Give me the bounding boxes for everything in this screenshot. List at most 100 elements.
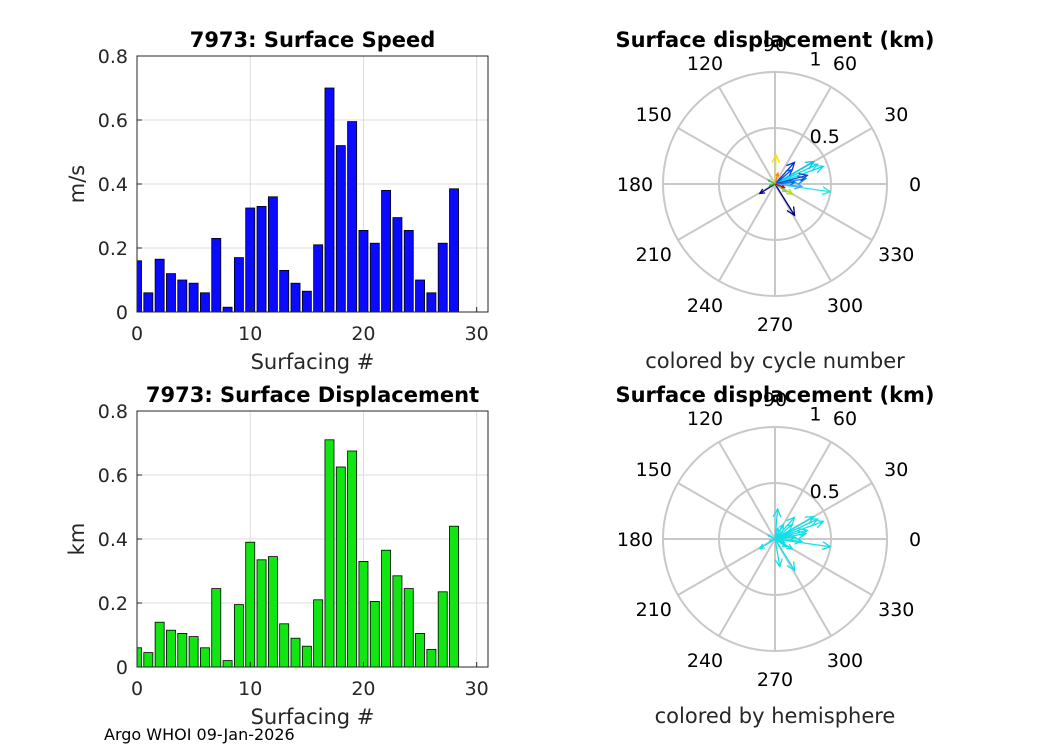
bar <box>279 269 290 313</box>
displacement-arrow <box>774 161 815 185</box>
bar <box>403 229 414 313</box>
arrow-head <box>794 536 804 545</box>
radial-label: 0.5 <box>810 126 840 148</box>
x-tick-label: 20 <box>351 323 375 345</box>
arrow-head <box>781 542 788 548</box>
arrow-head <box>781 539 786 544</box>
arrow-head <box>821 541 832 551</box>
displacement-arrow <box>774 173 779 185</box>
x-tick-label: 10 <box>238 323 262 345</box>
bar <box>143 652 154 668</box>
angle-label: 210 <box>636 599 672 621</box>
arrow-head <box>794 181 804 190</box>
arrow-head <box>778 523 785 530</box>
bar <box>301 290 312 313</box>
arrow-head <box>766 179 771 183</box>
displacement-arrow <box>774 169 793 185</box>
arrow-head <box>774 558 783 569</box>
x-tick-label: 20 <box>351 678 375 700</box>
bar <box>335 466 346 668</box>
bar <box>211 588 222 668</box>
arrow-head <box>768 184 772 187</box>
bar <box>245 541 256 668</box>
angle-label: 90 <box>763 389 787 411</box>
displacement-arrow <box>774 538 796 571</box>
displacement-arrow <box>774 538 785 544</box>
displacement-arrow <box>774 538 802 542</box>
arrow-head <box>768 539 772 542</box>
polar-ring <box>718 482 832 596</box>
displacement-arrow <box>774 183 796 216</box>
arrow-head <box>804 160 816 170</box>
bar <box>358 229 369 313</box>
arrow-head <box>771 153 781 164</box>
angle-label: 300 <box>827 295 863 317</box>
bar <box>166 629 176 668</box>
angle-label: 300 <box>827 650 863 672</box>
bar <box>256 205 267 313</box>
angle-label: 30 <box>884 104 908 126</box>
bar <box>136 260 142 313</box>
bar <box>369 601 380 668</box>
bar <box>279 623 290 668</box>
bar <box>222 660 233 668</box>
bar <box>301 645 312 668</box>
displacement-arrow <box>774 538 781 567</box>
footer-caption: Argo WHOI 09-Jan-2026 <box>104 725 295 744</box>
radial-label: 1 <box>809 404 821 426</box>
bar <box>188 636 199 668</box>
arrow-head <box>804 515 816 525</box>
displacement-arrow <box>774 516 815 540</box>
bar <box>222 306 233 313</box>
bar <box>267 196 278 313</box>
arrow-head <box>786 206 796 217</box>
bar <box>200 647 210 668</box>
bar <box>177 279 188 313</box>
x-tick-label: 30 <box>465 323 489 345</box>
arrow-head <box>785 168 794 176</box>
bar <box>154 621 165 668</box>
y-axis-label: km <box>65 523 89 556</box>
y-tick-label: 0.8 <box>98 46 128 68</box>
x-tick-label: 30 <box>465 678 489 700</box>
bar <box>290 282 301 313</box>
bar <box>426 649 437 668</box>
bar <box>415 633 425 668</box>
displacement-arrow <box>774 508 779 540</box>
arrow-head <box>786 516 796 526</box>
y-tick-label: 0.2 <box>98 593 128 615</box>
arrow-head <box>821 186 832 196</box>
angle-label: 330 <box>878 244 914 266</box>
displacement-arrow <box>774 183 785 189</box>
angle-label: 240 <box>687 650 723 672</box>
bar <box>166 273 176 313</box>
arrow-head <box>798 527 809 537</box>
bar <box>335 145 346 313</box>
bar <box>437 242 448 313</box>
bar <box>437 591 448 668</box>
displacement-arrow <box>774 529 808 540</box>
arrow-head <box>786 161 796 171</box>
bar <box>324 439 335 668</box>
arrow-head <box>798 172 809 182</box>
chart-title: Surface displacement (km) <box>615 383 934 407</box>
arrow-head <box>781 187 788 193</box>
bar <box>154 258 165 313</box>
bar <box>200 292 210 313</box>
chart-title: Surface displacement (km) <box>615 28 934 52</box>
angle-label: 270 <box>757 314 793 336</box>
angle-label: 120 <box>687 408 723 430</box>
bar <box>211 237 222 313</box>
bar <box>392 217 403 313</box>
bar <box>267 556 278 668</box>
bar <box>290 637 301 668</box>
y-tick-label: 0.6 <box>98 465 128 487</box>
y-tick-label: 0.8 <box>98 401 128 423</box>
bar <box>143 292 154 313</box>
y-tick-label: 0.4 <box>98 174 128 196</box>
displacement-arrow <box>774 520 824 540</box>
angle-label: 30 <box>884 459 908 481</box>
angle-label: 240 <box>687 295 723 317</box>
arrow-head <box>775 526 780 532</box>
angle-label: 150 <box>636 459 672 481</box>
